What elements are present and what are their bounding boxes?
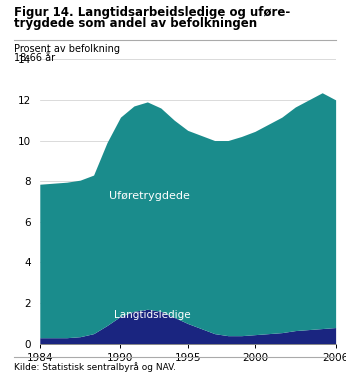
Text: Uføretrygdede: Uføretrygdede: [109, 191, 190, 201]
Text: Prosent av befolkning: Prosent av befolkning: [14, 44, 120, 54]
Text: Figur 14. Langtidsarbeidsledige og uføre-: Figur 14. Langtidsarbeidsledige og uføre…: [14, 6, 290, 19]
Text: 18-66 år: 18-66 år: [14, 53, 55, 63]
Text: trygdede som andel av befolkningen: trygdede som andel av befolkningen: [14, 17, 257, 30]
Text: Langtidsledige: Langtidsledige: [114, 310, 191, 320]
Text: Kilde: Statistisk sentralbyrå og NAV.: Kilde: Statistisk sentralbyrå og NAV.: [14, 363, 176, 372]
